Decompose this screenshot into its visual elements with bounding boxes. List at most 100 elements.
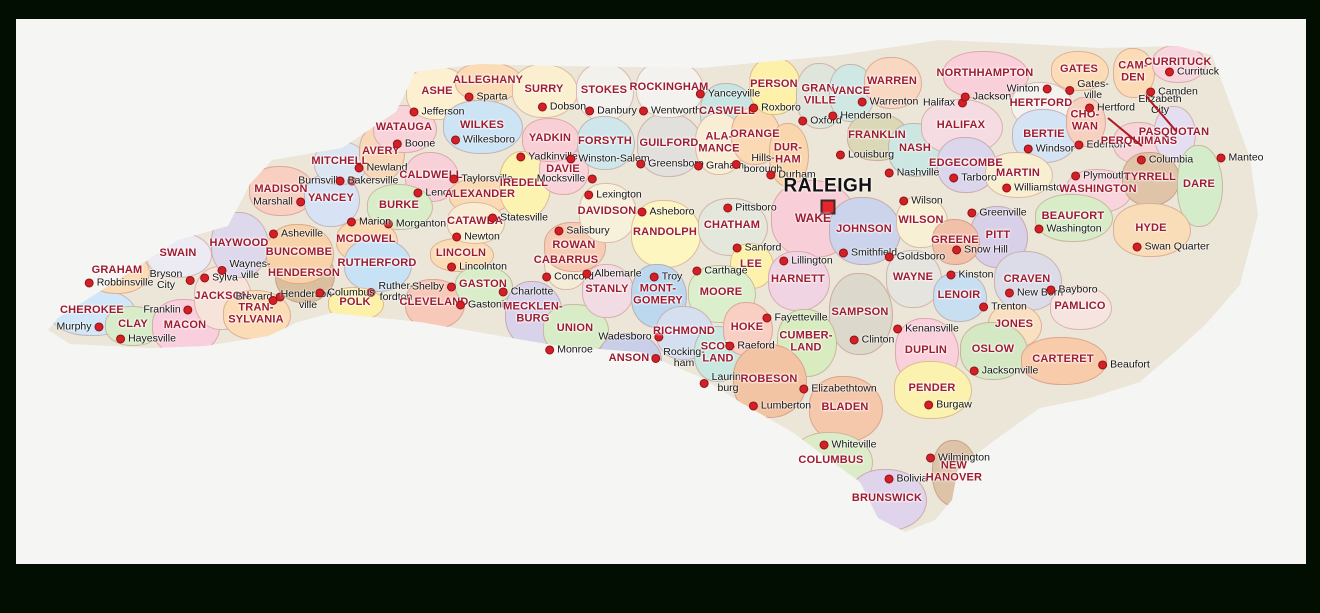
city-name: Troy (661, 270, 683, 283)
county-label-orange: ORANGE (730, 128, 780, 141)
city-name: Boone (404, 137, 436, 150)
county-shape-harnett (768, 251, 830, 311)
city-name: Dobson (549, 100, 587, 113)
city-dot-icon (969, 366, 979, 376)
county-label-forsyth: FORSYTH (578, 135, 632, 148)
city-label-shelby: Shelby (412, 281, 457, 292)
county-label-alleghany: ALLEGHANY (452, 74, 524, 87)
city-dot-icon (1034, 224, 1044, 234)
county-label-mcdowel: MCDOWEL (336, 233, 396, 246)
county-label-duplin: DUPLIN (904, 344, 948, 357)
county-shape-wayne (886, 250, 942, 308)
city-label-taylorsville: Taylorsville (449, 173, 513, 184)
county-label-cabarrus: CABARRUS (533, 254, 599, 267)
city-dot-icon (1046, 285, 1056, 295)
county-label-swain: SWAIN (159, 247, 197, 260)
city-dot-icon (1136, 155, 1146, 165)
city-dot-icon (582, 269, 592, 279)
city-dot-icon (366, 287, 376, 297)
city-label-monroe: Monroe (545, 344, 593, 355)
county-label-surry: SURRY (524, 83, 564, 96)
city-name: Williamston (1014, 181, 1068, 194)
city-name: Wilmington (938, 451, 990, 464)
county-shape-gaston (455, 266, 513, 306)
city-name: Henderson (840, 109, 892, 122)
city-dot-icon (692, 266, 702, 276)
city-dot-icon (949, 173, 959, 183)
city-name: Yanceyville (707, 87, 761, 100)
county-label-jones: JONES (994, 318, 1034, 331)
city-dot-icon (723, 203, 733, 213)
city-label-currituck: Currituck (1164, 66, 1219, 77)
city-name: Kenansville (905, 322, 959, 335)
city-label-trenton: Trenton (979, 301, 1027, 312)
city-dot-icon (884, 252, 894, 262)
city-label-edenton: Edenton (1074, 139, 1126, 150)
frame-border-bottom (0, 564, 1320, 613)
county-label-carteret: CARTERET (1032, 353, 1094, 366)
city-name: Albemarle (594, 267, 642, 280)
county-label-wilson: WILSON (898, 214, 944, 227)
city-label-gates-ville: Gates- ville (1065, 77, 1109, 101)
city-dot-icon (488, 213, 498, 223)
county-label-lincoln: LINCOLN (435, 247, 487, 260)
city-name: Wilson (911, 194, 943, 207)
city-dot-icon (967, 208, 977, 218)
city-label-burnsville: Burnsville (298, 175, 356, 186)
city-dot-icon (447, 262, 457, 272)
city-name: Statesville (500, 211, 548, 224)
county-label-craven: CRAVEN (1003, 273, 1051, 286)
county-shape-rutherford (344, 238, 412, 292)
city-label-troy: Troy (649, 270, 683, 283)
city-dot-icon (545, 345, 555, 355)
city-name: Ruther- fordton (378, 279, 414, 303)
county-label-rockingham: ROCKINGHAM (629, 81, 709, 94)
county-label-chatham: CHATHAM (703, 219, 761, 232)
city-dot-icon (183, 305, 193, 315)
city-dot-icon (1132, 242, 1142, 252)
county-shape-catawba (447, 202, 505, 244)
city-dot-icon (725, 341, 735, 351)
city-label-lincolnton: Lincolnton (447, 261, 507, 272)
city-label-pittsboro: Pittsboro (723, 202, 777, 213)
city-label-tarboro: Tarboro (949, 172, 997, 183)
city-name: Yadkinville (528, 150, 578, 163)
county-label-yancey: YANCEY (307, 192, 355, 205)
county-label-cumber-land: CUMBER- LAND (779, 329, 833, 353)
city-name: Gates- ville (1077, 77, 1109, 101)
county-label-iredell: IREDELL (499, 177, 549, 190)
city-name: Fayetteville (774, 311, 828, 324)
city-dot-icon (1004, 288, 1014, 298)
city-name: Monroe (557, 343, 593, 356)
city-dot-icon (654, 332, 664, 342)
city-label-marion: Marion (346, 216, 391, 227)
county-label-harnett: HARNETT (771, 273, 825, 286)
city-dot-icon (1164, 67, 1174, 77)
county-shape-beaufort (1035, 194, 1113, 242)
city-dot-icon (899, 196, 909, 206)
city-name: Franklin (143, 303, 181, 316)
county-label-caldwell: CALDWELL (399, 169, 463, 182)
city-dot-icon (409, 107, 419, 117)
city-dot-icon (542, 272, 552, 282)
county-shape-martin (985, 152, 1053, 198)
county-label-gran-ville: GRAN- VILLE (801, 82, 839, 106)
city-dot-icon (749, 103, 759, 113)
county-shape-gates (1051, 51, 1109, 91)
frame-border-right (1306, 0, 1320, 613)
city-name: Newton (464, 230, 500, 243)
city-label-morganton: Morganton (383, 218, 446, 229)
city-name: Clinton (861, 333, 895, 346)
city-label-danbury: Danbury (585, 105, 637, 116)
city-name: Winston-Salem (578, 152, 650, 165)
city-dot-icon (1098, 360, 1108, 370)
county-shape-dare (1177, 145, 1223, 227)
city-label-wilmington: Wilmington (926, 452, 990, 463)
city-label-hills-borough: Hills- borough (731, 152, 782, 175)
city-label-ruther-fordton: Ruther- fordton (366, 279, 414, 303)
county-label-lee: LEE (740, 258, 762, 271)
city-dot-icon (94, 322, 104, 332)
city-dot-icon (498, 287, 508, 297)
city-name: Laurin- burg (711, 370, 745, 394)
city-name: Halifax (922, 96, 956, 109)
